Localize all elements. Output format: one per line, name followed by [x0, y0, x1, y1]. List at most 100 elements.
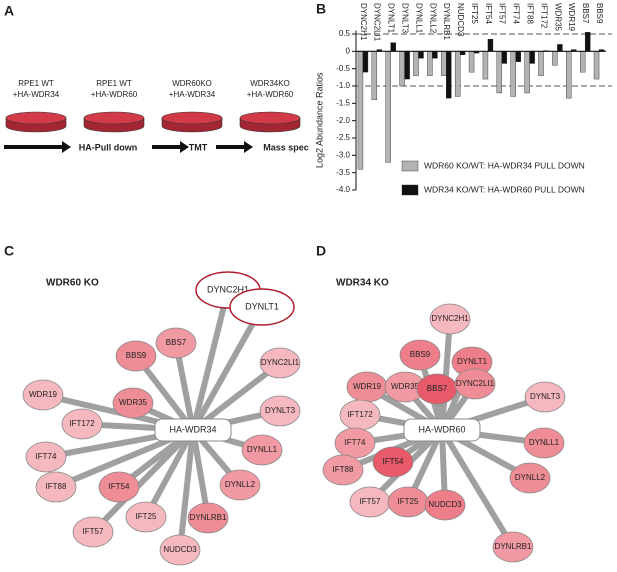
bar — [515, 51, 521, 62]
node-label: IFT88 — [46, 482, 67, 491]
panel-label: B — [316, 1, 326, 17]
x-tick-label: IFT25 — [470, 3, 479, 24]
node-label: DYNC2LI1 — [261, 358, 300, 367]
y-tick-label: -2.5 — [336, 133, 350, 142]
x-tick-label: DYNLT3 — [401, 3, 410, 34]
arrowhead — [244, 141, 253, 153]
y-tick-label: -3.0 — [336, 150, 350, 159]
x-tick-label: DYNLL2 — [428, 3, 437, 34]
node — [187, 502, 229, 534]
node-label: IFT172 — [347, 410, 373, 419]
bar — [362, 51, 369, 73]
x-tick-label: IFT88 — [526, 3, 535, 24]
bar — [593, 51, 600, 80]
node — [159, 534, 201, 566]
y-tick-label: -1.5 — [336, 98, 350, 107]
sample-label: RPE1 WT — [96, 79, 132, 88]
node-label: DYNLL2 — [225, 480, 256, 489]
node-label: WDR35 — [391, 382, 420, 391]
node-label: IFT25 — [398, 497, 419, 506]
node — [115, 340, 157, 372]
node — [429, 303, 471, 335]
bar — [404, 51, 410, 80]
y-tick-label: -1.0 — [336, 81, 350, 90]
node — [61, 408, 103, 440]
x-tick-label: BBS9 — [595, 3, 604, 24]
node — [155, 327, 197, 359]
y-axis-label: Log2 Abundance Ratios — [314, 72, 324, 168]
legend-label: WDR34 KO/WT: HA-WDR60 PULL DOWN — [424, 184, 585, 194]
bar — [510, 51, 516, 97]
node-label: DYNLT1 — [245, 301, 279, 311]
edge — [143, 428, 196, 519]
node — [509, 462, 551, 494]
edge — [439, 428, 516, 549]
step-label: TMT — [189, 142, 208, 152]
node-label: DYNC2LI1 — [456, 379, 495, 388]
node-label: DYNLL1 — [529, 438, 560, 447]
bar — [454, 51, 461, 97]
bar — [557, 44, 563, 52]
node — [454, 368, 496, 400]
y-tick-label: -3.5 — [336, 168, 350, 177]
bar — [468, 51, 475, 73]
node — [112, 387, 154, 419]
center-label: HA-WDR60 — [418, 424, 465, 434]
bar — [418, 51, 424, 59]
node — [241, 434, 283, 466]
node — [424, 489, 466, 521]
node-label: IFT54 — [109, 482, 130, 491]
node — [399, 339, 441, 371]
dish-top — [5, 111, 67, 125]
node — [22, 379, 64, 411]
node-label: NUDCD3 — [428, 500, 462, 509]
sample-label: +HA-WDR60 — [91, 90, 138, 99]
node-label: DYNLL1 — [247, 445, 278, 454]
x-tick-label: IFT74 — [512, 3, 521, 24]
dish-top — [83, 111, 145, 125]
node-label: IFT25 — [136, 512, 157, 521]
bar — [371, 51, 378, 101]
x-tick-label: WDR19 — [567, 3, 576, 32]
node-label: IFT74 — [36, 452, 57, 461]
legend-label: WDR60 KO/WT: HA-WDR34 PULL DOWN — [424, 160, 585, 170]
y-tick-label: -4.0 — [336, 185, 350, 194]
node-label: IFT57 — [83, 527, 104, 536]
arrowhead — [62, 141, 71, 153]
sample-label: +HA-WDR34 — [13, 90, 60, 99]
panel-label: C — [4, 243, 14, 259]
node-label: BBS9 — [126, 351, 147, 360]
node-label: WDR35 — [119, 398, 148, 407]
node — [125, 501, 167, 533]
bar — [496, 51, 503, 94]
node — [98, 471, 140, 503]
center-node — [154, 418, 232, 442]
node-label: IFT88 — [333, 465, 354, 474]
node-label: IFT57 — [360, 497, 381, 506]
node — [72, 516, 114, 548]
panel-label: A — [4, 3, 14, 19]
center-node — [403, 418, 481, 442]
node-label: WDR19 — [29, 390, 58, 399]
node — [229, 288, 295, 326]
sample-label: WDR60KO — [172, 79, 212, 88]
sample-label: +HA-WDR34 — [169, 90, 216, 99]
x-tick-label: DYNLL1 — [414, 3, 423, 34]
node-label: IFT54 — [383, 457, 404, 466]
node-label: IFT74 — [345, 438, 366, 447]
bar — [357, 51, 364, 170]
legend-swatch — [401, 184, 419, 196]
bar — [413, 51, 419, 76]
edge — [190, 305, 265, 432]
node — [35, 471, 77, 503]
x-tick-label: DYNC2LI1 — [373, 3, 382, 42]
node — [25, 441, 67, 473]
center-label: HA-WDR34 — [169, 424, 216, 434]
node — [524, 381, 566, 413]
node — [219, 469, 261, 501]
bar — [399, 51, 405, 87]
node-label: WDR19 — [353, 382, 382, 391]
y-tick-label: -0.5 — [336, 64, 350, 73]
node-label: DYNLL2 — [515, 473, 546, 482]
